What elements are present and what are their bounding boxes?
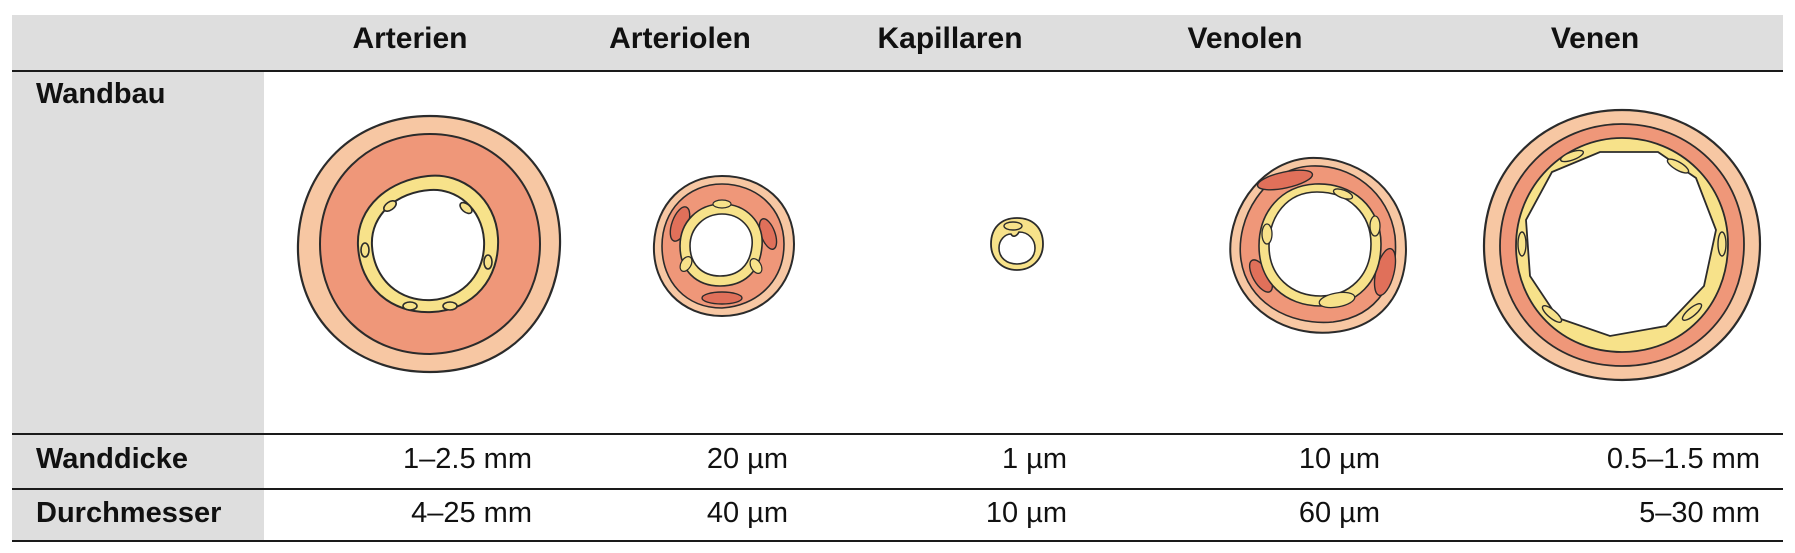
durchmesser-venen: 5–30 mm (1639, 497, 1760, 529)
vein-lumen (1525, 151, 1717, 337)
row-rule-1 (12, 433, 1783, 435)
wanddicke-venolen: 10 µm (1298, 443, 1380, 475)
col-header-venen: Venen (1550, 22, 1640, 55)
vein-nuclei (1517, 149, 1727, 323)
arteriole-lumen (689, 213, 753, 277)
durchmesser-arterien: 4–25 mm (411, 497, 532, 529)
col-header-arteriolen: Arteriolen (609, 22, 751, 55)
artery-lumen (370, 188, 486, 302)
header-band (12, 15, 1783, 71)
bottom-rule (12, 540, 1783, 542)
row-header-wandbau: Wandbau (36, 78, 166, 110)
col-header-venolen: Venolen (1187, 22, 1303, 55)
venule-nuclei (1261, 188, 1381, 309)
row-header-durchmesser: Durchmesser (36, 497, 222, 529)
venule-cross-section (1229, 156, 1407, 334)
vein-cross-section (1482, 108, 1762, 382)
capillary-nucleus (1003, 221, 1023, 231)
artery-cross-section (296, 114, 562, 374)
capillary-cross-section (990, 217, 1044, 271)
row-header-wanddicke: Wanddicke (36, 443, 189, 475)
wanddicke-arterien: 1–2.5 mm (403, 443, 532, 475)
col-header-arterien: Arterien (352, 22, 468, 55)
capillary-lumen (998, 231, 1036, 265)
arteriole-nuclei (679, 199, 763, 274)
artery-endothelial-nuclei (360, 200, 493, 311)
venule-lumen (1268, 191, 1372, 297)
durchmesser-arteriolen: 40 µm (706, 497, 788, 529)
col-header-kapillaren: Kapillaren (877, 22, 1023, 55)
durchmesser-venolen: 60 µm (1298, 497, 1380, 529)
wanddicke-kapillaren: 1 µm (1001, 443, 1067, 475)
wanddicke-arteriolen: 20 µm (706, 443, 788, 475)
arteriole-cross-section (652, 174, 796, 318)
wanddicke-venen: 0.5–1.5 mm (1606, 443, 1760, 475)
durchmesser-kapillaren: 10 µm (985, 497, 1067, 529)
header-rule (12, 70, 1783, 72)
row-label-band (12, 71, 264, 541)
row-rule-2 (12, 488, 1783, 490)
